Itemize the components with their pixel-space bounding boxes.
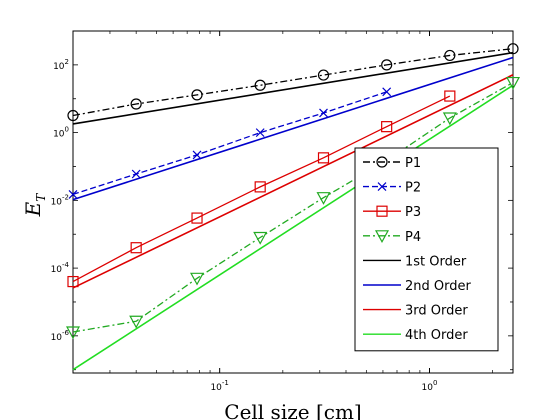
- data-point: [507, 43, 519, 55]
- series-line: [72, 48, 514, 117]
- data-point: [505, 76, 521, 90]
- data-point: [317, 152, 330, 164]
- x-tick-label: 10-1: [210, 379, 228, 393]
- reference-lines: [72, 51, 514, 371]
- tick-marks: [73, 31, 513, 373]
- data-point: [254, 181, 266, 193]
- data-point: [381, 121, 393, 133]
- series-line: [72, 84, 514, 371]
- y-tick-label: 10-6: [51, 329, 70, 343]
- data-point: [129, 315, 144, 329]
- series-line: [72, 51, 514, 125]
- y-tick-label: 10-2: [51, 193, 69, 207]
- data-point: [192, 150, 202, 160]
- series-2nd-order: [72, 56, 514, 201]
- series-1st-order: [72, 51, 514, 125]
- x-tick-label: 100: [422, 379, 438, 393]
- legend-label: P1: [405, 156, 421, 171]
- y-tick-label: 10-4: [51, 261, 70, 275]
- data-point: [65, 326, 81, 340]
- data-point: [316, 192, 331, 205]
- data-point: [67, 109, 79, 122]
- y-tick-label: 100: [53, 126, 69, 140]
- series-3rd-order: [72, 74, 514, 289]
- tick-labels: 10-1 100 10-6 10-4 10-2 100 102: [51, 58, 438, 393]
- y-axis-label-sub: T: [34, 193, 48, 202]
- legend-label: P3: [405, 205, 421, 220]
- legend-label: 4th Order: [405, 328, 468, 343]
- legend-item: P1: [363, 156, 421, 171]
- legend-label: 2nd Order: [405, 279, 471, 294]
- x-axis-label: Cell size [cm]: [224, 400, 361, 420]
- series-line: [72, 74, 514, 289]
- data-point: [444, 49, 456, 62]
- legend-item: 4th Order: [363, 328, 468, 343]
- y-axis-label: ET: [21, 193, 48, 218]
- series-p3: [67, 90, 456, 288]
- data-point: [190, 272, 205, 286]
- data-point: [381, 59, 393, 71]
- legend-marker: [374, 230, 390, 244]
- series-line: [72, 56, 514, 201]
- data-point: [191, 89, 203, 101]
- series-line: [72, 91, 387, 196]
- series-4th-order: [72, 84, 514, 371]
- data-point: [191, 212, 203, 224]
- legend-item: P2: [363, 181, 421, 196]
- legend-item: P3: [363, 205, 421, 220]
- legend-label: 1st Order: [405, 254, 467, 269]
- legend-marker: [376, 156, 388, 168]
- y-tick-label: 102: [53, 58, 69, 72]
- data-point: [444, 90, 456, 102]
- data-point: [319, 108, 328, 118]
- legend-item: 2nd Order: [363, 279, 471, 294]
- legend-label: 3rd Order: [405, 304, 468, 319]
- data-point: [253, 231, 268, 245]
- legend-item: 3rd Order: [363, 304, 468, 319]
- series-p4: [65, 76, 521, 340]
- data-point: [68, 189, 78, 199]
- legend-item: 1st Order: [363, 254, 467, 269]
- data-point: [255, 128, 265, 138]
- series-line: [72, 82, 514, 333]
- data-point: [67, 275, 79, 288]
- data-point: [382, 87, 392, 97]
- legend-label: P4: [405, 230, 421, 245]
- data-point: [131, 169, 141, 179]
- legend: P1 P2 P3 P4 1st Order 2nd Order 3rd Order 4th O…: [354, 147, 499, 352]
- data-point: [130, 242, 142, 254]
- data-point: [130, 98, 142, 110]
- data-point: [254, 79, 266, 91]
- data-point: [442, 112, 457, 126]
- legend-label: P2: [405, 181, 421, 196]
- series-p1: [67, 43, 519, 122]
- legend-item: P4: [363, 230, 421, 245]
- data-series: [65, 43, 521, 340]
- data-point: [317, 69, 330, 81]
- legend-box: [354, 147, 499, 352]
- legend-marker: [377, 182, 387, 192]
- series-p2: [68, 87, 392, 199]
- y-axis-label-base: E: [21, 201, 45, 217]
- series-line: [72, 95, 451, 283]
- legend-marker: [376, 205, 388, 217]
